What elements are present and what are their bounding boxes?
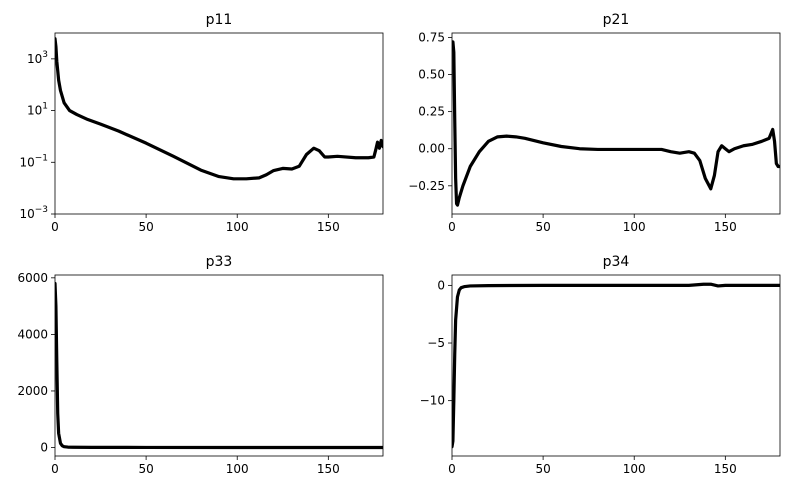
x-tick-label: 100 — [226, 462, 249, 476]
y-tick-label: −0.25 — [408, 179, 445, 193]
x-tick-label: 100 — [623, 220, 646, 234]
x-tick-label: 100 — [226, 220, 249, 234]
axes-frame — [54, 32, 384, 215]
x-tick-label: 50 — [138, 462, 153, 476]
series-line — [55, 281, 383, 450]
subplot-title: p33 — [206, 254, 233, 270]
subplot-p11: p11 0 50 100 150 10−3 10−1 101 103 — [19, 12, 384, 234]
series-line — [452, 282, 780, 449]
axes-frame — [451, 274, 781, 457]
x-tick-label: 50 — [138, 220, 153, 234]
series-line — [55, 37, 383, 181]
x-tick-label: 50 — [535, 462, 550, 476]
y-tick-label: 10−3 — [19, 205, 48, 221]
y-tick-label: 10−1 — [19, 153, 48, 169]
x-tick-label: 50 — [535, 220, 550, 234]
y-tick-label: 4000 — [17, 327, 48, 341]
subplot-title: p11 — [206, 12, 233, 28]
y-tick-label: 0.00 — [418, 142, 445, 156]
y-tick-label: 0.25 — [418, 105, 445, 119]
subplot-p21: p21 0 50 100 150 −0.25 0.00 0.25 0.50 0.75 — [408, 12, 781, 234]
y-tick-label: 0.50 — [418, 68, 445, 82]
x-tick-label: 0 — [51, 220, 59, 234]
x-tick-label: 0 — [51, 462, 59, 476]
y-tick-label: −5 — [427, 336, 445, 350]
subplot-p34: p34 0 50 100 150 −10 −5 0 — [420, 254, 781, 476]
subplot-title: p34 — [603, 254, 630, 270]
axes-frame — [451, 32, 781, 215]
x-tick-label: 150 — [714, 462, 737, 476]
subplot-p33: p33 0 50 100 150 0 2000 4000 6000 — [17, 254, 384, 476]
y-tick-label: 0 — [40, 441, 48, 455]
x-tick-label: 0 — [448, 462, 456, 476]
y-tick-label: 0 — [437, 278, 445, 292]
x-tick-label: 150 — [317, 462, 340, 476]
y-tick-label: 2000 — [17, 384, 48, 398]
x-tick-label: 0 — [448, 220, 456, 234]
subplot-title: p21 — [603, 12, 630, 28]
x-tick-label: 150 — [714, 220, 737, 234]
y-tick-label: 101 — [27, 102, 48, 118]
axes-frame — [54, 274, 384, 457]
y-tick-label: 6000 — [17, 271, 48, 285]
series-line — [452, 40, 780, 207]
x-tick-label: 100 — [623, 462, 646, 476]
y-tick-label: 0.75 — [418, 30, 445, 44]
y-tick-label: 103 — [27, 50, 48, 66]
x-tick-label: 150 — [317, 220, 340, 234]
y-tick-label: −10 — [420, 394, 445, 408]
